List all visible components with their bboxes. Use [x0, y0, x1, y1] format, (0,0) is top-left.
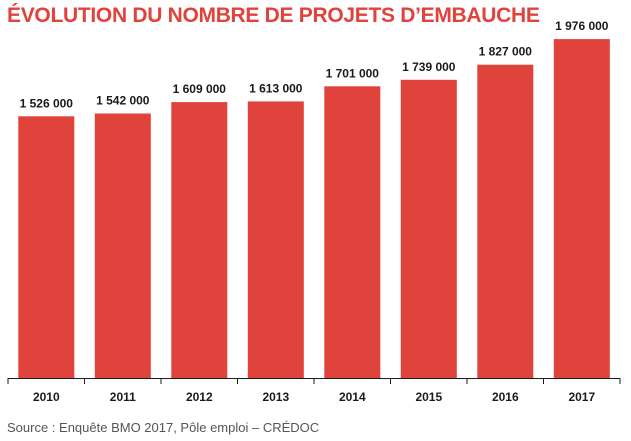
- bar-2011: [94, 113, 151, 378]
- data-label-2012: 1 609 000: [173, 82, 227, 96]
- bar-2010: [18, 116, 75, 379]
- source-note: Source : Enquête BMO 2017, Pôle emploi –…: [7, 420, 320, 435]
- bar-2015: [400, 79, 457, 379]
- bar-2016: [477, 64, 534, 378]
- x-tick-label-2011: 2011: [110, 390, 136, 404]
- x-tick-label-2017: 2017: [568, 390, 595, 404]
- bar-2012: [171, 102, 228, 378]
- x-tick-label-2012: 2012: [186, 390, 213, 404]
- x-tick-label-2016: 2016: [492, 390, 519, 404]
- chart-title: ÉVOLUTION DU NOMBRE DE PROJETS D’EMBAUCH…: [7, 4, 540, 27]
- bar-2017: [553, 39, 610, 378]
- x-tick-label-2015: 2015: [415, 390, 442, 404]
- data-label-2014: 1 701 000: [326, 66, 380, 80]
- data-label-2017: 1 976 000: [555, 19, 609, 33]
- data-label-2011: 1 542 000: [96, 94, 150, 108]
- data-label-2015: 1 739 000: [402, 60, 456, 74]
- bar-2013: [247, 101, 304, 379]
- data-label-2016: 1 827 000: [479, 45, 533, 59]
- data-label-2010: 1 526 000: [20, 96, 74, 110]
- x-tick-label-2013: 2013: [262, 390, 289, 404]
- x-tick-label-2014: 2014: [339, 390, 366, 404]
- bar-2014: [324, 86, 381, 379]
- data-label-2013: 1 613 000: [249, 81, 303, 95]
- x-tick-label-2010: 2010: [33, 390, 60, 404]
